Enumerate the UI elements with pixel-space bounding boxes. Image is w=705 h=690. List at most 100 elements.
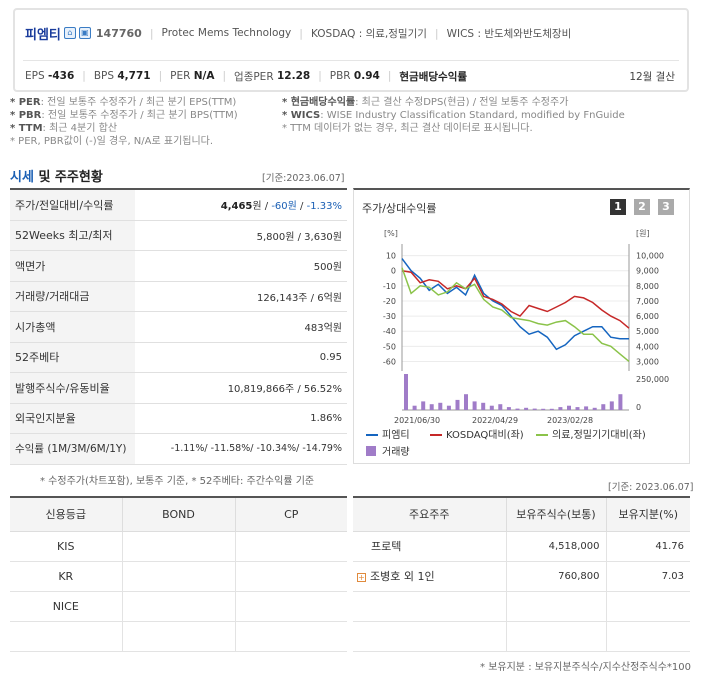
row-value: 500원 bbox=[313, 262, 342, 274]
table-cell bbox=[235, 591, 347, 622]
chart-panel: 주가/상대수익률 1 2 3 [%] [원] 10 0 -10 -20 -30 -40 -50 -… bbox=[353, 188, 690, 464]
div-note-text: : 최근 결산 수정DPS(현금) / 전일 보통주 수정주가 bbox=[355, 97, 569, 108]
volume-bar bbox=[549, 408, 554, 410]
legend-label: 거래량 bbox=[382, 446, 410, 458]
table-cell bbox=[122, 621, 236, 652]
holder-shares: 760,800 bbox=[506, 561, 607, 592]
table-row: 거래량/거래대금 126,143주 / 6억원 bbox=[10, 281, 347, 312]
table-cell bbox=[353, 621, 507, 652]
relative-return-chart: [%] [원] 10 0 -10 -20 -30 -40 -50 -60 10,000 9,000 8,… bbox=[366, 229, 669, 458]
volume-bar bbox=[464, 394, 468, 410]
price-value: 4,465원 / -60원 / -1.33% bbox=[135, 197, 347, 212]
divider: | bbox=[222, 70, 227, 82]
homepage-icon[interactable]: ▣ bbox=[78, 27, 91, 39]
ttm-note-text: : 최근 4분기 합산 bbox=[42, 123, 118, 134]
wics-industry: WICS : 반도체와반도체장비 bbox=[446, 27, 572, 40]
volume-bar bbox=[438, 402, 443, 410]
row-label: 52Weeks 최고/최저 bbox=[10, 220, 135, 250]
table-row: 52주베타 0.95 bbox=[10, 342, 347, 373]
table-row bbox=[353, 621, 690, 652]
row-value: -1.11%/ -11.58%/ -10.34%/ -14.79% bbox=[170, 443, 342, 455]
ttm-none-note: * TTM 데이터가 없는 경우, 최근 결산 데이터로 표시됩니다. bbox=[282, 123, 533, 134]
y-left-tick-label: -10 bbox=[383, 282, 396, 291]
col-header: 보유주식수(보통) bbox=[506, 498, 607, 532]
volume-bar bbox=[472, 401, 477, 410]
home-icon[interactable]: ⌂ bbox=[63, 27, 76, 39]
price-sep: / bbox=[296, 201, 307, 213]
y-left-tick-label: 10 bbox=[386, 252, 396, 261]
volume-bar bbox=[609, 401, 614, 410]
series-line bbox=[401, 258, 629, 351]
volume-bar bbox=[498, 404, 503, 410]
chart-page-1-button[interactable]: 1 bbox=[610, 199, 626, 215]
table-cell bbox=[506, 621, 607, 652]
table-row: 시가총액 483억원 bbox=[10, 312, 347, 343]
chart-page-2-button[interactable]: 2 bbox=[634, 199, 650, 215]
bps-value: 4,771 bbox=[117, 70, 151, 82]
notes-left: * PER: 전일 보통주 수정주가 / 최근 분기 EPS(TTM) * PB… bbox=[10, 96, 238, 148]
holder-percent: 7.03 bbox=[606, 561, 690, 592]
table-cell: NICE bbox=[10, 591, 123, 622]
footnote: * 보유지분 : 보유지분주식수/지수산정주식수*100 bbox=[480, 662, 691, 673]
col-header: 신용등급 bbox=[10, 498, 123, 532]
volume-bar bbox=[506, 407, 511, 410]
vol-tick-label: 250,000 bbox=[636, 375, 669, 384]
series-line bbox=[401, 267, 630, 362]
company-name[interactable]: 피엠티 bbox=[25, 27, 61, 43]
per-label: PER bbox=[170, 70, 191, 82]
table-row: 52Weeks 최고/최저 5,800원 / 3,630원 bbox=[10, 220, 347, 251]
market-industry: KOSDAQ : 의료,정밀기기 bbox=[310, 27, 427, 40]
y-right-tick-label: 6,000 bbox=[636, 312, 659, 321]
company-code: 147760 bbox=[95, 26, 142, 40]
volume-bar bbox=[541, 408, 546, 410]
section-title: 시세 및 주주현황 bbox=[10, 166, 103, 185]
row-value: 0.95 bbox=[319, 351, 342, 363]
div-note-key: * 현금배당수익률 bbox=[282, 97, 356, 108]
price-rate: -1.33% bbox=[306, 201, 342, 213]
per-note-key: * PER bbox=[10, 97, 41, 108]
divider: | bbox=[434, 26, 439, 40]
table-row: 액면가 500원 bbox=[10, 251, 347, 282]
company-info-row: 피엠티 ⌂ ▣ 147760 | Protec Mems Technology … bbox=[25, 22, 677, 44]
settlement-month: 12월 결산 bbox=[629, 70, 675, 83]
row-label: 주가/전일대비/수익률 bbox=[10, 190, 135, 220]
per-value: N/A bbox=[193, 70, 215, 82]
row-label: 발행주식수/유동비율 bbox=[10, 373, 135, 403]
holder-date: [기준: 2023.06.07] bbox=[608, 482, 694, 493]
holder-percent: 41.76 bbox=[606, 531, 690, 562]
chart-page-3-button[interactable]: 3 bbox=[658, 199, 674, 215]
pbr-value: 0.94 bbox=[353, 70, 380, 82]
y-left-tick-label: -60 bbox=[383, 357, 396, 366]
pbr-label: PBR bbox=[329, 70, 351, 82]
volume-bar bbox=[575, 407, 580, 410]
holder-shares: 4,518,000 bbox=[506, 531, 607, 562]
y-left-tick-label: -40 bbox=[383, 327, 396, 336]
row-value: 5,800원 / 3,630원 bbox=[256, 231, 342, 243]
volume-bar bbox=[446, 405, 451, 410]
table-cell bbox=[122, 531, 236, 562]
table-header-row: 주요주주 보유주식수(보통) 보유지분(%) bbox=[353, 498, 690, 532]
industry-per-label: 업종PER bbox=[234, 70, 274, 83]
y-left-tick-label: -50 bbox=[383, 342, 396, 351]
legend-swatch bbox=[366, 446, 376, 456]
company-eng-name: Protec Mems Technology bbox=[161, 27, 292, 39]
divider: | bbox=[318, 70, 322, 82]
holder-name[interactable]: 조병호 외 1인 bbox=[370, 570, 435, 583]
volume-bar bbox=[584, 406, 589, 410]
table-row: 외국인지분율 1.86% bbox=[10, 403, 347, 434]
major-shareholder-table: 주요주주 보유주식수(보통) 보유지분(%) 프로텍 4,518,000 41.… bbox=[353, 496, 690, 652]
notes-right: * 현금배당수익률: 최근 결산 수정DPS(현금) / 전일 보통주 수정주가… bbox=[282, 96, 625, 135]
divider: | bbox=[387, 70, 392, 82]
holder-name-cell: + 조병호 외 1인 bbox=[353, 561, 507, 592]
divider: | bbox=[149, 26, 154, 40]
pbr-note-key: * PBR bbox=[10, 110, 42, 121]
volume-bar bbox=[618, 394, 623, 410]
table-row: + 조병호 외 1인 760,800 7.03 bbox=[353, 561, 690, 592]
table-cell bbox=[506, 591, 607, 622]
divider: | bbox=[299, 26, 303, 40]
expand-plus-icon[interactable]: + bbox=[357, 572, 366, 582]
y-left-unit: [%] bbox=[384, 229, 398, 238]
table-cell bbox=[235, 621, 347, 652]
volume-bar bbox=[524, 407, 529, 410]
section-title-highlight: 시세 bbox=[10, 170, 34, 185]
